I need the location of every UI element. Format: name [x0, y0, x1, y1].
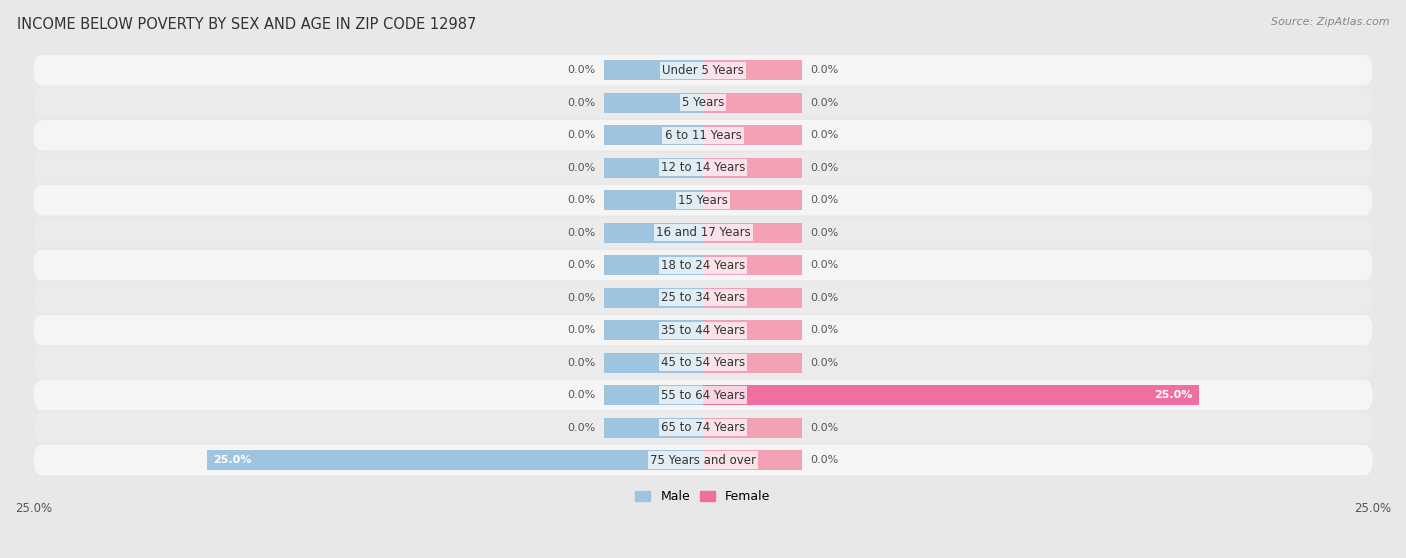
- FancyBboxPatch shape: [34, 315, 1372, 345]
- Text: 6 to 11 Years: 6 to 11 Years: [665, 129, 741, 142]
- Bar: [703, 255, 803, 275]
- Bar: [603, 287, 703, 308]
- FancyBboxPatch shape: [34, 412, 1372, 443]
- Text: 25.0%: 25.0%: [214, 455, 252, 465]
- FancyBboxPatch shape: [34, 348, 1372, 378]
- Text: 0.0%: 0.0%: [810, 228, 838, 238]
- Text: 18 to 24 Years: 18 to 24 Years: [661, 259, 745, 272]
- Text: 15 Years: 15 Years: [678, 194, 728, 206]
- Bar: [703, 158, 803, 178]
- Text: 0.0%: 0.0%: [568, 260, 596, 270]
- Bar: [703, 60, 803, 80]
- Text: 45 to 54 Years: 45 to 54 Years: [661, 356, 745, 369]
- Text: 5 Years: 5 Years: [682, 97, 724, 109]
- Legend: Male, Female: Male, Female: [630, 485, 776, 508]
- Text: 0.0%: 0.0%: [810, 163, 838, 173]
- Bar: [603, 385, 703, 405]
- Text: 0.0%: 0.0%: [810, 455, 838, 465]
- Bar: [703, 353, 803, 373]
- FancyBboxPatch shape: [34, 445, 1372, 475]
- Text: Source: ZipAtlas.com: Source: ZipAtlas.com: [1271, 17, 1389, 27]
- Bar: [603, 190, 703, 210]
- Bar: [603, 417, 703, 437]
- Bar: [703, 450, 803, 470]
- Bar: [603, 353, 703, 373]
- Text: 55 to 64 Years: 55 to 64 Years: [661, 388, 745, 402]
- Bar: [603, 60, 703, 80]
- Text: 0.0%: 0.0%: [568, 163, 596, 173]
- Bar: [703, 417, 803, 437]
- FancyBboxPatch shape: [34, 218, 1372, 248]
- Text: 0.0%: 0.0%: [810, 130, 838, 140]
- Text: 35 to 44 Years: 35 to 44 Years: [661, 324, 745, 336]
- Text: 0.0%: 0.0%: [810, 422, 838, 432]
- Text: 0.0%: 0.0%: [568, 228, 596, 238]
- Bar: [703, 190, 803, 210]
- Bar: [603, 93, 703, 113]
- Bar: [603, 158, 703, 178]
- Text: 0.0%: 0.0%: [568, 98, 596, 108]
- Text: 0.0%: 0.0%: [810, 293, 838, 302]
- Text: 75 Years and over: 75 Years and over: [650, 454, 756, 466]
- FancyBboxPatch shape: [34, 185, 1372, 215]
- Text: 25.0%: 25.0%: [1354, 502, 1391, 514]
- Bar: [703, 223, 803, 243]
- FancyBboxPatch shape: [34, 282, 1372, 313]
- Text: 0.0%: 0.0%: [810, 65, 838, 75]
- Text: 0.0%: 0.0%: [568, 390, 596, 400]
- Bar: [703, 385, 1199, 405]
- FancyBboxPatch shape: [34, 120, 1372, 151]
- Bar: [603, 223, 703, 243]
- Text: 0.0%: 0.0%: [568, 65, 596, 75]
- Bar: [603, 255, 703, 275]
- Text: 16 and 17 Years: 16 and 17 Years: [655, 226, 751, 239]
- Text: 0.0%: 0.0%: [568, 130, 596, 140]
- Text: 0.0%: 0.0%: [568, 358, 596, 368]
- FancyBboxPatch shape: [34, 380, 1372, 410]
- Text: 0.0%: 0.0%: [810, 195, 838, 205]
- Text: 0.0%: 0.0%: [568, 325, 596, 335]
- Bar: [703, 287, 803, 308]
- Text: 0.0%: 0.0%: [568, 195, 596, 205]
- FancyBboxPatch shape: [34, 250, 1372, 281]
- Bar: [703, 125, 803, 145]
- Text: 25 to 34 Years: 25 to 34 Years: [661, 291, 745, 304]
- Bar: [703, 93, 803, 113]
- FancyBboxPatch shape: [34, 55, 1372, 85]
- Text: 25.0%: 25.0%: [15, 502, 52, 514]
- Bar: [603, 125, 703, 145]
- Text: 25.0%: 25.0%: [1154, 390, 1192, 400]
- FancyBboxPatch shape: [34, 88, 1372, 118]
- Text: 0.0%: 0.0%: [810, 98, 838, 108]
- Text: 0.0%: 0.0%: [810, 260, 838, 270]
- FancyBboxPatch shape: [34, 152, 1372, 183]
- Text: INCOME BELOW POVERTY BY SEX AND AGE IN ZIP CODE 12987: INCOME BELOW POVERTY BY SEX AND AGE IN Z…: [17, 17, 477, 32]
- Bar: [603, 320, 703, 340]
- Text: Under 5 Years: Under 5 Years: [662, 64, 744, 77]
- Bar: [703, 320, 803, 340]
- Text: 0.0%: 0.0%: [568, 293, 596, 302]
- Text: 0.0%: 0.0%: [810, 358, 838, 368]
- Text: 12 to 14 Years: 12 to 14 Years: [661, 161, 745, 174]
- Bar: [207, 450, 703, 470]
- Text: 0.0%: 0.0%: [568, 422, 596, 432]
- Text: 0.0%: 0.0%: [810, 325, 838, 335]
- Text: 65 to 74 Years: 65 to 74 Years: [661, 421, 745, 434]
